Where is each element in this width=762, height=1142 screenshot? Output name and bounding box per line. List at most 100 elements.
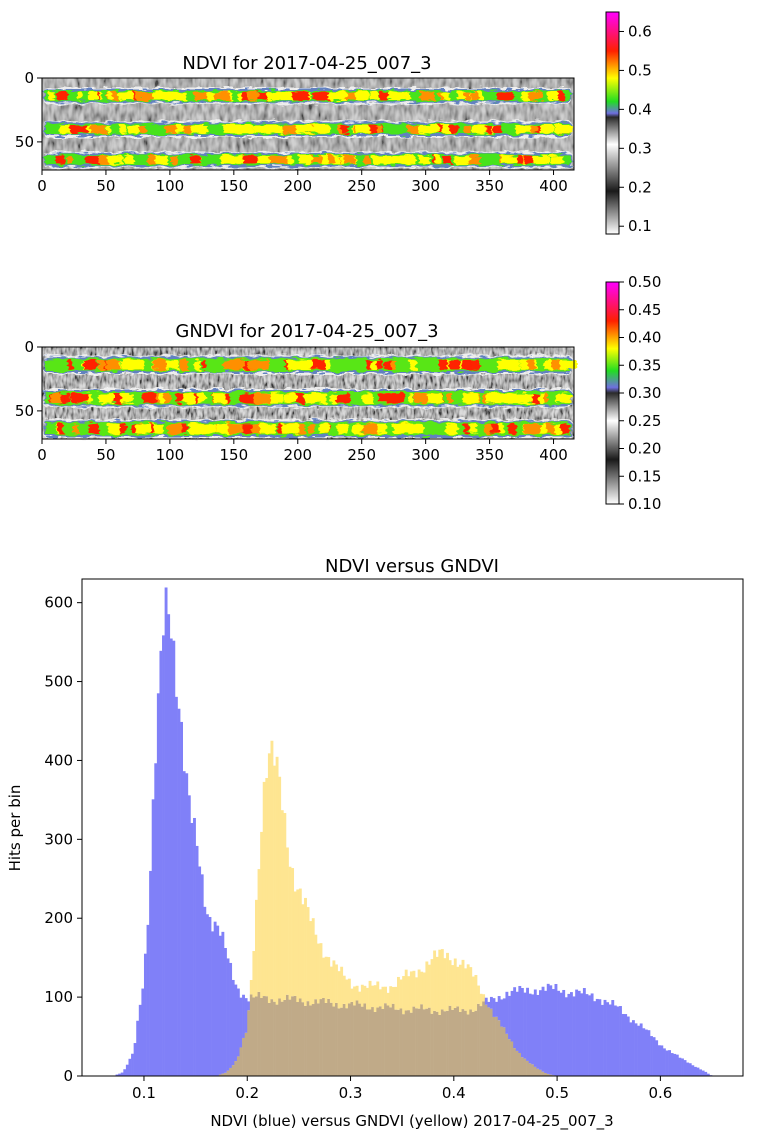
histogram-bar-gndvi <box>368 980 372 1010</box>
ndvi-row-blob <box>464 91 470 101</box>
gndvi-row-blob <box>463 423 470 434</box>
histogram-bar-ndvi <box>200 874 204 1076</box>
gndvi-colorbar-tick-label: 0.10 <box>628 495 661 513</box>
ndvi-x-tick-label: 250 <box>347 177 376 195</box>
histogram-bar-ndvi <box>652 1037 656 1076</box>
histogram-bar-ndvi <box>551 989 555 1076</box>
gndvi-row-blob <box>543 393 549 404</box>
histogram-bar-overlap <box>267 1002 271 1076</box>
gndvi-row-blob <box>355 423 364 434</box>
gndvi-row-blob <box>253 393 264 404</box>
histogram-bar-ndvi <box>489 996 493 1009</box>
histogram-bar-gndvi <box>270 740 274 1000</box>
histogram-bar-gndvi <box>316 943 320 1004</box>
ndvi-row-blob <box>341 124 350 134</box>
gndvi-row-blob <box>227 423 241 434</box>
histogram-bar-ndvi <box>518 985 522 1053</box>
gndvi-row-blob <box>67 359 73 370</box>
histogram-bar-ndvi <box>691 1065 695 1076</box>
histogram-bar-ndvi <box>123 1069 127 1076</box>
gndvi-row-blob <box>194 359 201 370</box>
histogram-bar-overlap <box>422 1009 426 1076</box>
ndvi-x-tick-label: 150 <box>220 177 249 195</box>
histogram-bar-overlap <box>340 1007 344 1076</box>
histogram-bar-ndvi <box>195 845 199 1076</box>
histogram-bar-overlap <box>531 1064 535 1076</box>
histogram-bar-overlap <box>386 1005 390 1076</box>
ndvi-row-blob <box>119 124 127 134</box>
histogram-bar-overlap <box>285 994 289 1076</box>
gndvi-row-blob <box>391 359 397 370</box>
gndvi-row-blob <box>259 423 277 434</box>
ndvi-row-blob <box>407 124 419 134</box>
histogram-bar-ndvi <box>131 1053 134 1076</box>
histogram-y-tick-label: 0 <box>63 1067 73 1085</box>
histogram-bar-overlap <box>427 1007 431 1076</box>
histogram-bar-overlap <box>345 1008 349 1076</box>
histogram-bar-overlap <box>508 1039 511 1076</box>
histogram-bar-gndvi <box>386 992 390 1006</box>
gndvi-row-blob <box>508 359 520 370</box>
ndvi-row-blob <box>496 91 514 101</box>
gndvi-row-blob <box>50 393 61 404</box>
histogram-x-tick-label: 0.3 <box>339 1084 363 1102</box>
gndvi-row-blob <box>492 393 505 404</box>
ndvi-x-tick-label: 0 <box>37 177 47 195</box>
gndvi-heatmap-panel: GNDVI for 2017-04-25_007_3 0 50 100 150 200 2… <box>15 273 662 513</box>
ndvi-row-blob <box>376 124 383 134</box>
gndvi-x-tick-label: 50 <box>96 446 115 464</box>
histogram-bar-ndvi <box>221 931 225 1074</box>
histogram-bar-overlap <box>477 1003 480 1076</box>
gndvi-vegetation-row <box>44 355 577 375</box>
histogram-bar-gndvi <box>353 986 356 1006</box>
histogram-bar-gndvi <box>345 979 349 1009</box>
ndvi-row-blob <box>189 155 201 164</box>
histogram-x-label: NDVI (blue) versus GNDVI (yellow) 2017-0… <box>210 1112 613 1131</box>
histogram-bar-gndvi <box>255 899 258 997</box>
histogram-bar-ndvi <box>701 1070 705 1076</box>
histogram-bar-overlap <box>221 1073 225 1076</box>
histogram-bar-overlap <box>466 1014 470 1076</box>
histogram-bar-gndvi <box>479 993 483 1007</box>
gndvi-row-blob <box>98 393 115 404</box>
histogram-bar-gndvi <box>389 986 393 1008</box>
gndvi-colorbar-tick-label: 0.35 <box>628 356 661 374</box>
gndvi-image <box>42 347 577 439</box>
ndvi-row-blob <box>550 155 564 164</box>
histogram-x-tick-label: 0.1 <box>132 1084 156 1102</box>
histogram-bar-gndvi <box>360 984 364 1007</box>
histogram-bar-ndvi <box>492 998 496 1017</box>
gndvi-row-blob <box>336 393 351 404</box>
histogram-bar-gndvi <box>311 918 315 1005</box>
histogram-bar-ndvi <box>120 1072 124 1076</box>
gndvi-row-blob <box>181 423 188 434</box>
histogram-bar-ndvi <box>580 993 584 1076</box>
histogram-bar-ndvi <box>611 1000 615 1076</box>
histogram-bar-overlap <box>409 1012 413 1076</box>
ndvi-colorbar-tick-label: 0.1 <box>628 217 652 235</box>
histogram-bar-ndvi <box>234 984 238 1062</box>
histogram-bar-gndvi <box>260 831 264 999</box>
ndvi-row-blob <box>255 91 268 101</box>
ndvi-colorbar-gradient <box>605 11 620 235</box>
histogram-bar-gndvi <box>342 975 346 1004</box>
gndvi-row-blob <box>324 359 331 370</box>
ndvi-row-blob <box>247 91 259 101</box>
histogram-bar-ndvi <box>239 997 243 1048</box>
histogram-bar-overlap <box>288 999 292 1076</box>
gndvi-row-blob <box>309 359 327 370</box>
histogram-bar-ndvi <box>180 721 183 1076</box>
histogram-bar-overlap <box>283 999 287 1076</box>
histogram-bar-overlap <box>257 991 261 1076</box>
histogram-bar-ndvi <box>642 1028 646 1076</box>
gndvi-row-blob <box>318 423 330 434</box>
histogram-bar-overlap <box>319 999 323 1076</box>
histogram-bar-gndvi <box>446 952 449 1011</box>
histogram-bar-overlap <box>218 1074 222 1076</box>
histogram-bar-overlap <box>384 1003 387 1076</box>
ndvi-row-blob <box>523 155 533 164</box>
histogram-bar-overlap <box>515 1050 519 1076</box>
histogram-bar-overlap <box>366 1009 369 1076</box>
histogram-bar-ndvi <box>193 817 196 1076</box>
ndvi-title: NDVI for 2017-04-25_007_3 <box>182 53 431 74</box>
